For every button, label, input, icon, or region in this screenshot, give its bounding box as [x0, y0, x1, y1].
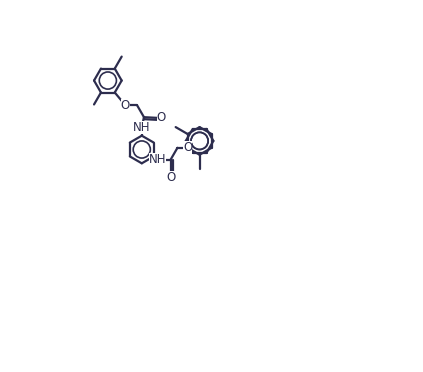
Text: O: O: [157, 111, 166, 124]
Text: NH: NH: [133, 121, 151, 134]
Text: O: O: [166, 171, 175, 185]
Text: NH: NH: [148, 153, 166, 166]
Text: O: O: [121, 99, 130, 112]
Text: O: O: [183, 141, 192, 154]
